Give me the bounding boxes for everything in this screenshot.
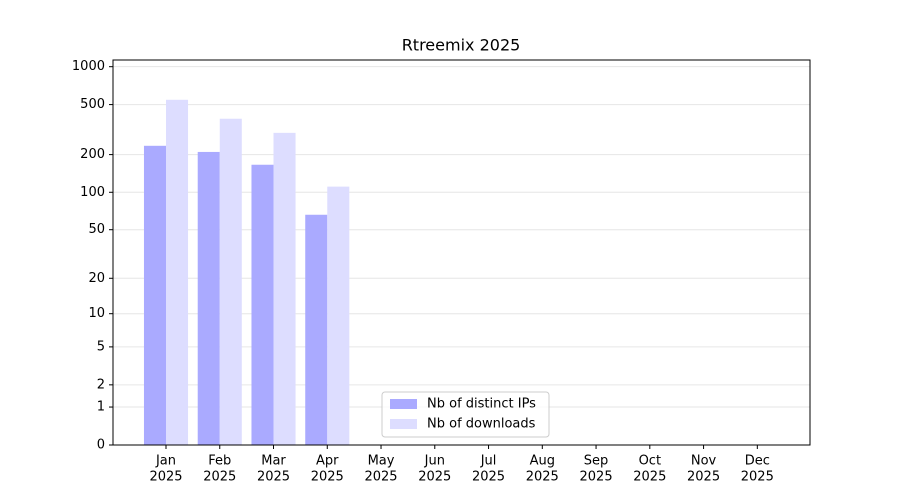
x-tick-label: Mar <box>261 454 286 469</box>
y-tick-label: 200 <box>80 147 105 162</box>
legend-box <box>381 391 550 438</box>
bar <box>251 164 274 445</box>
x-tick-label: 2025 <box>418 470 451 485</box>
x-tick-label: May <box>368 454 395 469</box>
x-tick-label: Sep <box>584 454 609 469</box>
x-tick-label: 2025 <box>526 470 559 485</box>
x-tick-label: Jul <box>480 454 497 469</box>
x-tick-label: 2025 <box>203 470 236 485</box>
x-tick-label: 2025 <box>364 470 397 485</box>
legend-label: Nb of downloads <box>427 417 536 432</box>
x-tick-label: 2025 <box>741 470 774 485</box>
legend-swatch <box>390 419 417 429</box>
x-tick-label: 2025 <box>257 470 290 485</box>
y-tick-label: 0 <box>97 438 105 453</box>
x-tick-label: 2025 <box>149 470 182 485</box>
x-tick-label: Jan <box>155 454 176 469</box>
bar <box>197 151 220 445</box>
bar <box>327 186 350 445</box>
bar <box>143 145 167 445</box>
y-tick-label: 500 <box>80 97 105 112</box>
x-tick-label: 2025 <box>472 470 505 485</box>
y-tick-label: 2 <box>97 377 105 392</box>
x-tick-label: Oct <box>639 454 661 469</box>
y-tick-label: 100 <box>80 185 105 200</box>
bar <box>166 99 189 445</box>
x-tick-label: Dec <box>745 454 770 469</box>
bar <box>273 132 296 445</box>
legend-label: Nb of distinct IPs <box>427 397 536 412</box>
x-tick-label: Feb <box>208 454 231 469</box>
y-tick-label: 1 <box>97 400 105 415</box>
x-tick-label: Nov <box>691 454 717 469</box>
bar <box>219 118 242 446</box>
bar <box>305 214 328 445</box>
x-tick-label: 2025 <box>633 470 666 485</box>
y-tick-label: 20 <box>88 271 105 286</box>
x-tick-label: 2025 <box>687 470 720 485</box>
x-tick-label: Aug <box>530 454 555 469</box>
x-tick-label: 2025 <box>311 470 344 485</box>
plot-frame <box>112 59 811 446</box>
x-tick-label: Jun <box>424 454 445 469</box>
x-tick-label: Apr <box>316 454 339 469</box>
y-tick-label: 5 <box>97 339 105 354</box>
y-tick-label: 1000 <box>72 59 105 74</box>
chart-title: Rtreemix 2025 <box>402 36 521 55</box>
y-tick-label: 10 <box>88 306 105 321</box>
x-tick-label: 2025 <box>580 470 613 485</box>
legend-swatch <box>390 399 417 409</box>
y-tick-label: 50 <box>88 222 105 237</box>
